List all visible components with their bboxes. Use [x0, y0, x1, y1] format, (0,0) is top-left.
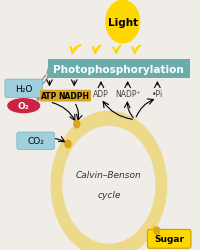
Circle shape: [105, 1, 139, 44]
Text: Sugar: Sugar: [153, 234, 183, 243]
Text: ATP: ATP: [41, 92, 57, 101]
Circle shape: [62, 126, 155, 244]
Circle shape: [153, 227, 159, 234]
Ellipse shape: [8, 100, 39, 113]
Circle shape: [65, 141, 71, 148]
Text: H₂O: H₂O: [15, 84, 32, 93]
Text: Light: Light: [107, 18, 137, 28]
Text: NADP⁺: NADP⁺: [114, 89, 140, 98]
Text: cycle: cycle: [97, 190, 120, 200]
Circle shape: [50, 111, 166, 250]
Text: O₂: O₂: [18, 102, 29, 111]
Text: Calvin–Benson: Calvin–Benson: [76, 170, 141, 179]
FancyBboxPatch shape: [5, 80, 42, 98]
Text: CO₂: CO₂: [27, 137, 44, 146]
Text: ADP: ADP: [93, 89, 108, 98]
FancyBboxPatch shape: [147, 230, 190, 248]
Text: •Pi: •Pi: [151, 89, 162, 98]
FancyBboxPatch shape: [47, 60, 189, 79]
Text: Photophosphorylation: Photophosphorylation: [53, 64, 183, 74]
Text: NADPH: NADPH: [58, 92, 89, 101]
FancyBboxPatch shape: [17, 132, 54, 150]
Circle shape: [73, 121, 79, 128]
